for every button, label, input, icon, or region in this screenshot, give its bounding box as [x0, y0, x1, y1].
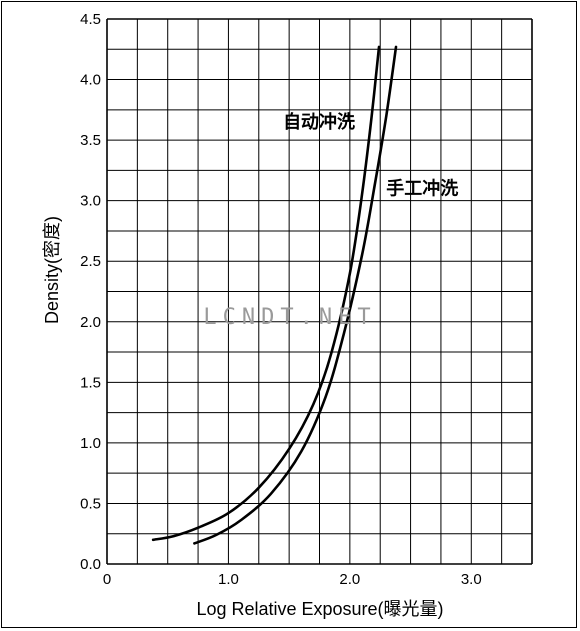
y-tick-label: 1.5	[80, 374, 101, 391]
grid	[106, 18, 533, 565]
y-tick-label: 3.5	[80, 132, 101, 149]
series-line-2	[193, 45, 398, 545]
series-line-1	[151, 45, 381, 542]
x-tick-label: 0	[103, 571, 111, 588]
x-tick-labels: 0 1.0 2.0 3.0	[103, 571, 482, 588]
y-tick-label: 1.0	[80, 435, 101, 452]
curve-label-2: 手工冲洗	[386, 178, 458, 200]
y-tick-label: 0.0	[80, 556, 101, 573]
y-tick-label: 2.0	[80, 314, 101, 331]
x-tick-label: 1.0	[218, 571, 239, 588]
y-tick-label: 4.0	[80, 72, 101, 89]
y-tick-label: 0.5	[80, 495, 101, 512]
x-tick-label: 3.0	[461, 571, 482, 588]
y-tick-labels: 0.0 0.5 1.0 1.5 2.0 2.5 3.0 3.5 4.0 4.5	[80, 11, 101, 573]
y-tick-label: 4.5	[80, 11, 101, 28]
y-axis-title: Density(密度)	[42, 216, 62, 324]
y-tick-label: 3.0	[80, 193, 101, 210]
curve-label-1: 自动冲洗	[283, 111, 355, 133]
x-axis-title: Log Relative Exposure(曝光量)	[196, 599, 443, 619]
y-tick-label: 2.5	[80, 253, 101, 270]
x-tick-label: 2.0	[339, 571, 360, 588]
curves	[151, 45, 398, 545]
watermark: LCNDT.NET	[203, 305, 376, 330]
